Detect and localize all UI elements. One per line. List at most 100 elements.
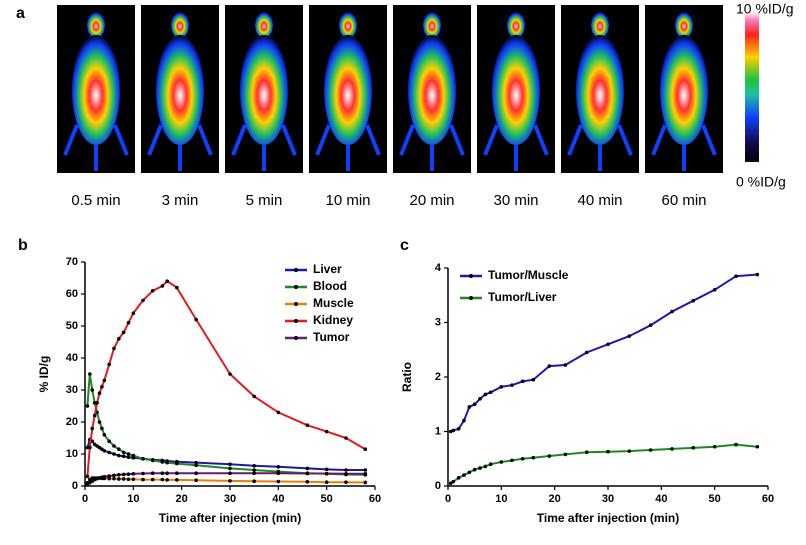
- data-point: [121, 472, 126, 477]
- data-point: [305, 480, 310, 484]
- time-label: 30 min: [493, 192, 538, 209]
- x-tick-label: 60: [762, 493, 774, 505]
- series-line: [450, 273, 758, 433]
- data-point: [483, 464, 488, 469]
- data-point: [691, 446, 696, 450]
- data-point: [520, 456, 525, 461]
- data-point: [755, 444, 760, 449]
- data-point: [107, 439, 111, 444]
- x-tick-label: 20: [549, 493, 561, 505]
- data-point: [175, 461, 179, 466]
- data-point: [734, 442, 738, 447]
- legend-label: Tumor: [313, 330, 350, 344]
- data-point: [112, 346, 116, 351]
- pet-image: [643, 3, 725, 175]
- data-point: [483, 392, 488, 397]
- data-point: [305, 471, 310, 476]
- data-point: [648, 448, 653, 452]
- time-label: 60 min: [661, 192, 706, 209]
- legend-marker: [294, 319, 298, 323]
- data-point: [88, 372, 92, 376]
- legend-marker: [469, 274, 473, 278]
- y-tick-label: 60: [66, 288, 78, 300]
- data-point: [670, 309, 674, 314]
- data-point: [121, 330, 126, 335]
- data-point: [252, 479, 256, 484]
- pet-image: [223, 3, 305, 175]
- data-point: [456, 426, 461, 431]
- x-tick-label: 30: [224, 493, 236, 505]
- legend-label: Tumor/Liver: [488, 290, 557, 304]
- data-point: [112, 473, 116, 478]
- data-point: [324, 467, 329, 472]
- time-label: 0.5 min: [71, 192, 120, 209]
- data-point: [344, 436, 348, 440]
- data-point: [712, 288, 717, 292]
- data-point: [97, 420, 102, 424]
- data-point: [510, 383, 514, 387]
- data-point: [141, 471, 145, 476]
- data-point: [363, 447, 368, 452]
- y-tick-label: 0: [435, 480, 441, 492]
- data-point: [175, 285, 179, 290]
- x-tick-label: 40: [272, 493, 284, 505]
- data-point: [112, 452, 116, 456]
- data-point: [324, 429, 329, 434]
- pet-image: [559, 3, 641, 175]
- data-point: [160, 471, 165, 476]
- data-point: [160, 477, 165, 482]
- data-point: [131, 477, 136, 482]
- data-point: [165, 460, 169, 465]
- legend-marker: [294, 336, 298, 340]
- data-point: [510, 458, 514, 463]
- data-point: [467, 470, 472, 475]
- data-point: [324, 480, 329, 484]
- pet-image: [55, 3, 137, 175]
- data-point: [165, 279, 169, 284]
- data-point: [499, 460, 504, 464]
- data-point: [228, 471, 232, 476]
- pet-image: [139, 3, 221, 175]
- data-point: [126, 455, 131, 460]
- data-point: [276, 465, 281, 469]
- data-point: [584, 450, 589, 455]
- image-row: 0.5 min 3 min 5 min 10 min 20 min 30 min 40 mi…: [55, 3, 725, 209]
- data-point: [194, 460, 198, 465]
- data-point: [478, 466, 482, 470]
- legend-label: Muscle: [313, 296, 354, 310]
- data-point: [141, 298, 145, 303]
- data-point: [363, 468, 368, 472]
- x-tick-label: 50: [709, 493, 721, 505]
- data-point: [324, 471, 329, 476]
- data-point: [112, 476, 116, 481]
- data-point: [712, 444, 717, 449]
- time-label: 40 min: [577, 192, 622, 209]
- pet-image: [307, 3, 389, 175]
- data-point: [117, 447, 121, 452]
- data-point: [305, 466, 310, 471]
- data-point: [160, 460, 165, 464]
- data-point: [112, 444, 116, 448]
- data-point: [131, 311, 136, 316]
- x-tick-label: 10: [127, 493, 139, 505]
- data-point: [584, 350, 589, 355]
- colorbar-min: 0 %ID/g: [736, 174, 786, 190]
- data-point: [252, 471, 256, 476]
- data-point: [228, 466, 232, 471]
- data-point: [194, 317, 198, 322]
- y-tick-label: 40: [66, 352, 78, 364]
- y-axis-label: % ID/g: [37, 356, 51, 393]
- data-point: [531, 377, 536, 382]
- data-point: [160, 284, 165, 288]
- x-tick-label: 60: [369, 493, 381, 505]
- data-point: [85, 474, 90, 479]
- data-point: [363, 480, 368, 485]
- data-point: [126, 472, 131, 476]
- data-point: [228, 462, 232, 467]
- legend-marker: [294, 285, 298, 289]
- data-point: [95, 401, 99, 405]
- data-point: [141, 457, 145, 461]
- data-point: [228, 479, 232, 483]
